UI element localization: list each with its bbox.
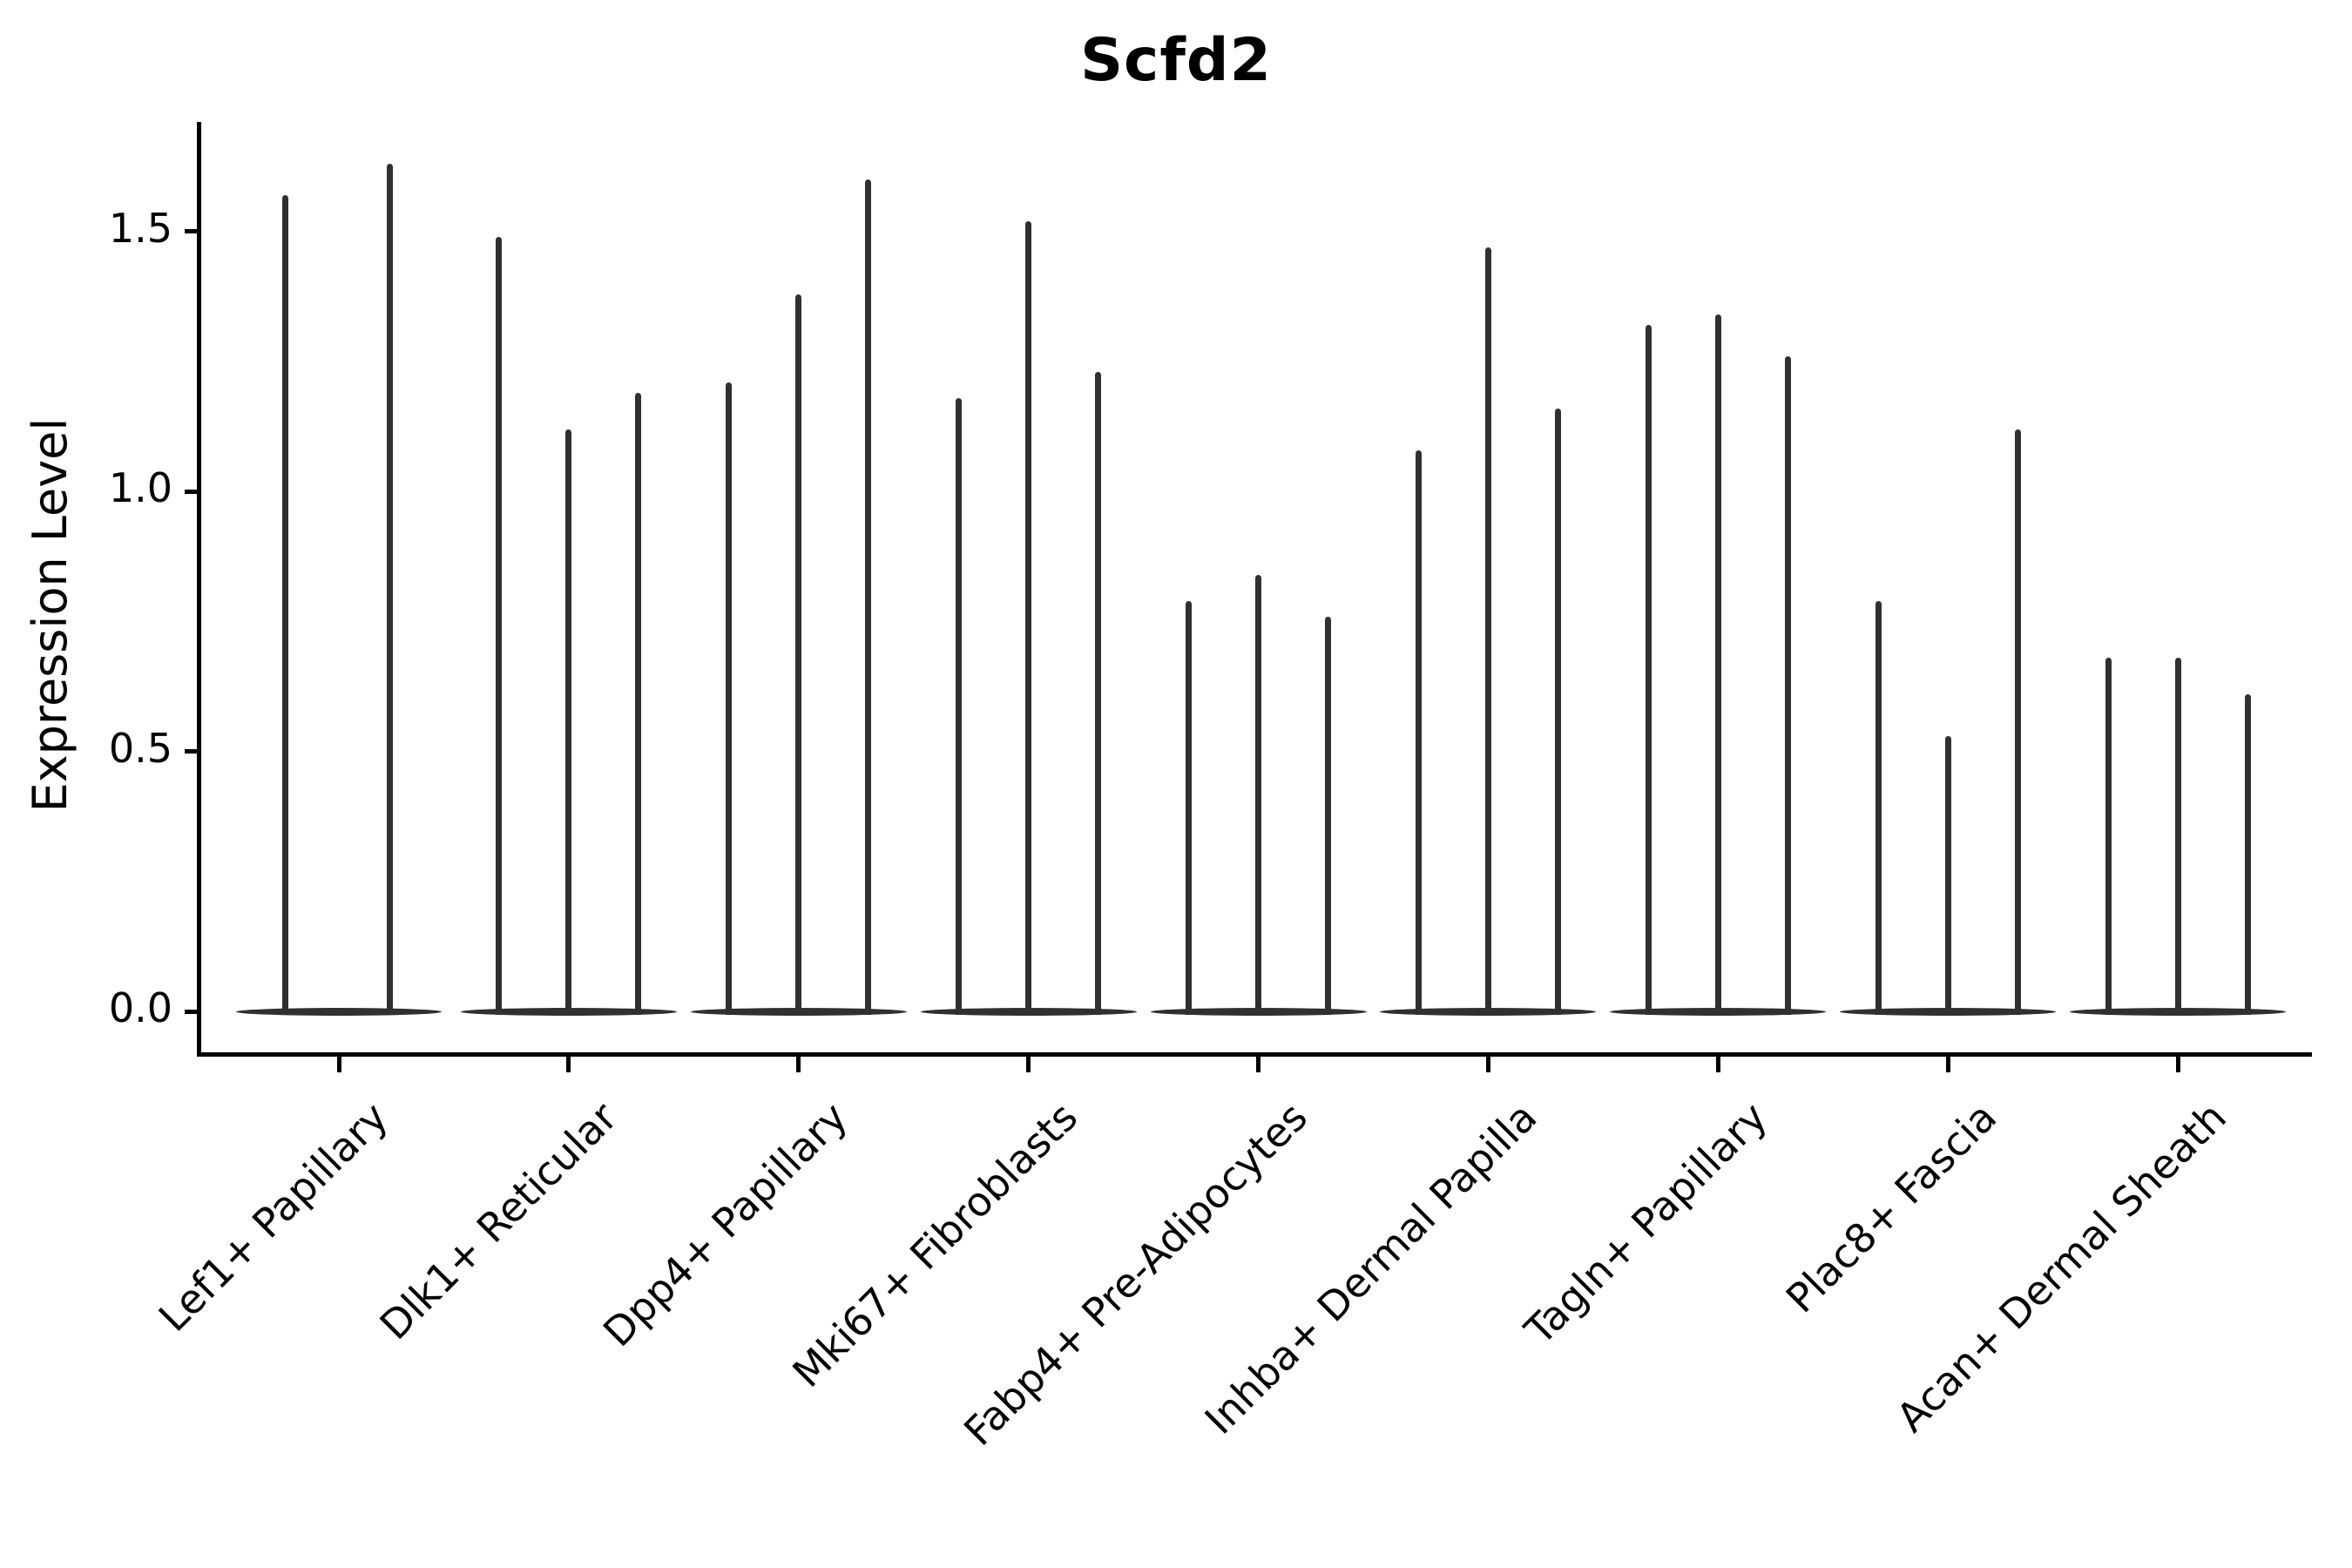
x-tick [1715,1057,1720,1072]
x-tick [1485,1057,1490,1072]
violin-spike [1255,574,1261,1015]
violin-spike [1095,372,1102,1015]
y-tick [185,1009,197,1014]
violin-base [236,1007,442,1016]
y-axis-label: Expression Level [23,417,78,813]
violin-spike [1875,600,1882,1015]
violin-spike [726,382,733,1015]
y-tick-label: 1.0 [108,464,172,512]
x-tick [336,1057,341,1072]
violin-spike [281,195,288,1015]
violin-spike [1645,325,1652,1015]
violin-spike [2014,429,2021,1015]
x-tick [796,1057,801,1072]
violin-spike [1325,616,1331,1015]
violin-spike [1714,314,1721,1015]
y-tick [185,229,197,234]
x-tick [1256,1057,1260,1072]
violin-spike [386,164,393,1015]
violin-spike [1484,247,1491,1015]
x-tick-label: Lef1+ Papillary [149,1093,397,1341]
plot-area: 1.5 1.0 0.5 0.0 Lef1+ Papillary Dlk1+ Reticul… [109,122,2312,1455]
violin-spike [1025,221,1032,1015]
y-tick-label: 1.5 [108,204,172,252]
x-tick-label: Dlk1+ Reticular [370,1093,627,1349]
violin-spike [2244,694,2251,1015]
violin-spike [565,429,572,1015]
violin-spike [1186,600,1192,1015]
x-axis-spine [197,1052,2312,1057]
x-tick-label: Plac8+ Fascia [1776,1093,2006,1322]
y-axis-spine [197,122,201,1057]
y-tick [185,489,197,494]
violin-spike [1554,408,1561,1015]
x-tick [1945,1057,1950,1072]
chart-title: Scfd2 [1080,26,1272,95]
x-tick [1026,1057,1031,1072]
x-tick [566,1057,571,1072]
violin-spike [1784,356,1791,1015]
violin-spike [1944,735,1951,1015]
violin-spike [795,294,802,1015]
x-tick-label: Dpp4+ Papillary [593,1093,856,1356]
violin-spike [496,236,503,1015]
x-tick-label: Tagln+ Papillary [1515,1093,1776,1354]
violin-spike [2174,658,2181,1015]
y-tick-label: 0.5 [108,724,172,772]
violin-spike [956,397,963,1015]
violin-spike [865,179,872,1015]
y-tick-label: 0.0 [108,984,172,1031]
violin-spike [635,392,642,1015]
y-tick [185,749,197,754]
violin-spike [1415,449,1422,1015]
x-tick [2175,1057,2180,1072]
violin-spike [2105,658,2112,1015]
